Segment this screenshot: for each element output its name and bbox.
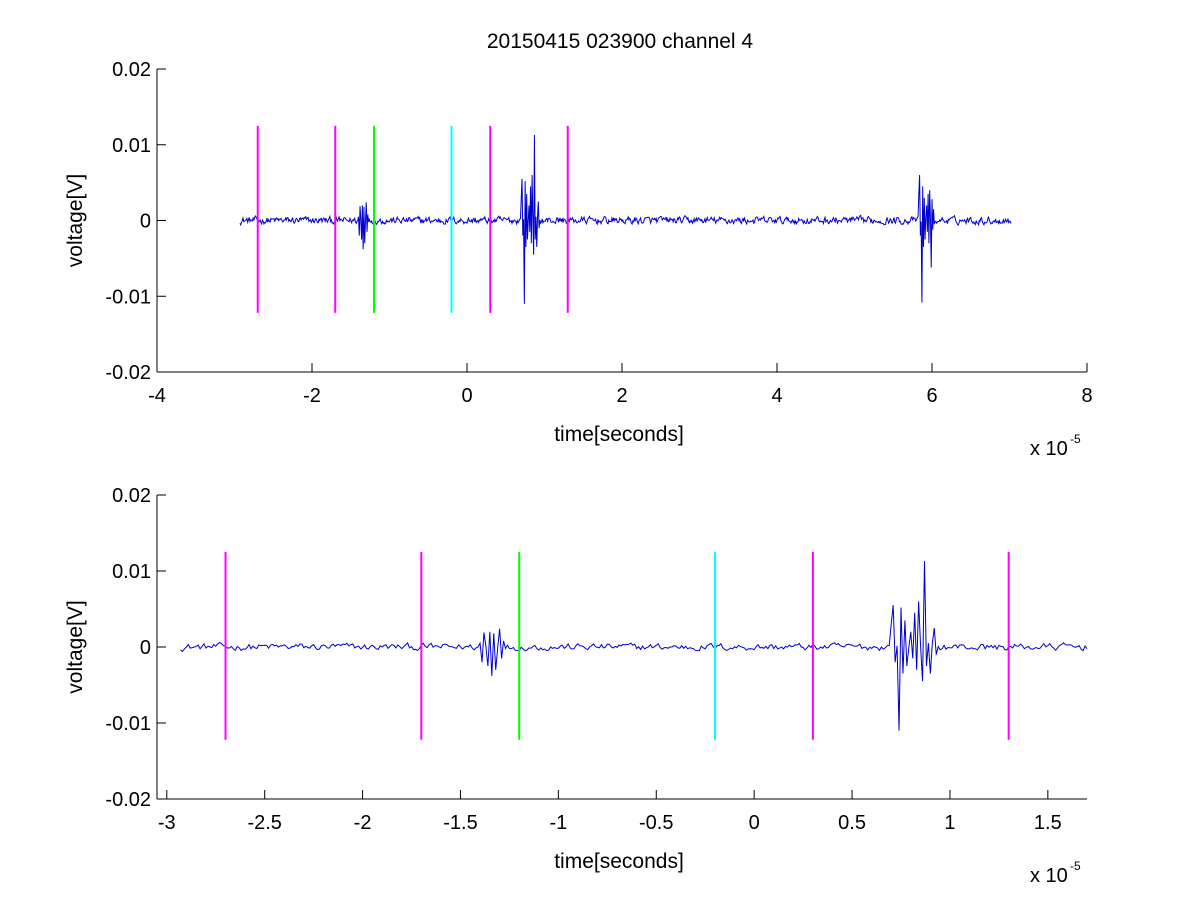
x-tick-label: 6 [926, 385, 937, 407]
y-tick-label: 0.01 [112, 135, 151, 157]
x-tick-label: -2 [354, 812, 372, 834]
y-tick-label: 0 [140, 211, 151, 233]
x-tick-label: -1 [549, 812, 567, 834]
x-exponent: -5 [1070, 859, 1081, 873]
x-axis-label: time[seconds] [554, 423, 684, 446]
figure-title: 20150415 023900 channel 4 [487, 30, 754, 53]
x-tick-label: -2 [303, 385, 321, 407]
plot-top: -0.02 -0.01 0 0.01 0.02 -4 -2 0 2 4 6 8 time[seconds… [64, 59, 1093, 460]
signal-trace [239, 134, 1012, 304]
x-exponent-label: x 10 [1030, 438, 1068, 460]
y-axis-label: voltage[V] [64, 174, 87, 267]
x-tick-label: 1.5 [1034, 812, 1062, 834]
x-axis-label: time[seconds] [554, 850, 684, 873]
y-axis-label: voltage[V] [64, 600, 87, 693]
x-tick-label: -2.5 [247, 812, 281, 834]
signal-trace [180, 561, 1088, 731]
x-tick-label: 1 [944, 812, 955, 834]
x-tick-label: -4 [148, 385, 166, 407]
x-tick-label: 2 [616, 385, 627, 407]
x-exponent-label: x 10 [1030, 865, 1068, 887]
x-tick-label: 4 [771, 385, 782, 407]
y-tick-label: 0 [140, 637, 151, 659]
x-tick-label: 8 [1081, 385, 1092, 407]
x-exponent: -5 [1070, 432, 1081, 446]
y-tick-label: 0.02 [112, 59, 151, 81]
x-tick-label: 0 [461, 385, 472, 407]
x-tick-label: -1.5 [443, 812, 477, 834]
y-tick-label: 0.01 [112, 561, 151, 583]
x-tick-label: -0.5 [639, 812, 673, 834]
x-tick-label: 0 [749, 812, 760, 834]
y-tick-label: -0.02 [105, 789, 151, 811]
y-tick-label: -0.01 [105, 286, 151, 308]
y-tick-label: -0.01 [105, 713, 151, 735]
plot-bottom: -0.02 -0.01 0 0.01 0.02 -3 -2.5 -2 -1.5 -1 -0.5 0 0.… [64, 485, 1088, 887]
x-tick-label: 0.5 [838, 812, 866, 834]
y-tick-label: -0.02 [105, 362, 151, 384]
x-tick-label: -3 [158, 812, 176, 834]
y-tick-label: 0.02 [112, 485, 151, 507]
